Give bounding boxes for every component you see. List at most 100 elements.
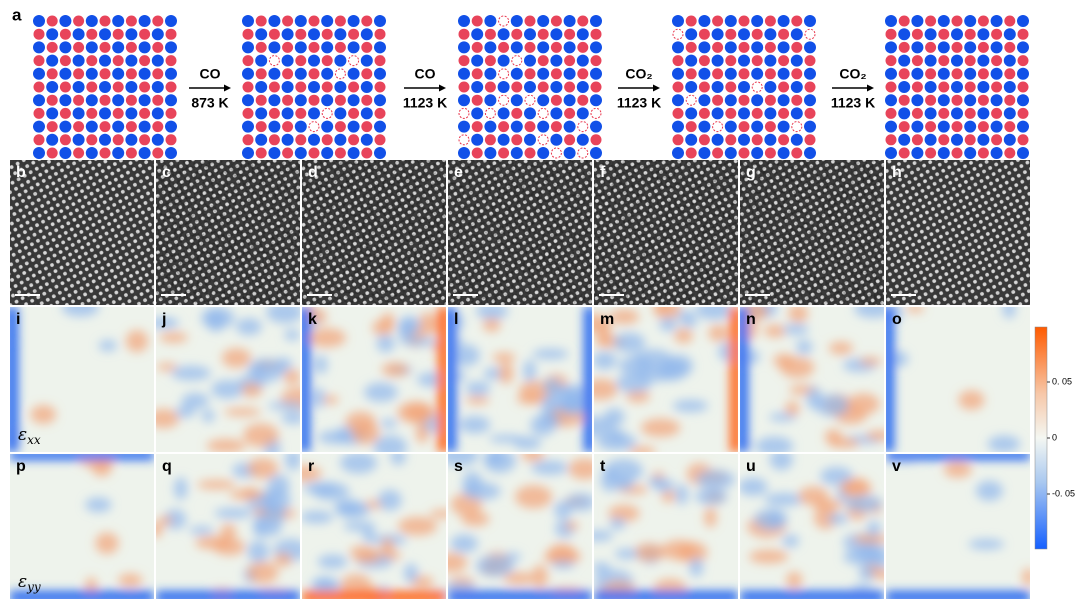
o-atom: [294, 41, 307, 54]
metal-atom: [898, 68, 910, 80]
strain-blob: [362, 528, 375, 544]
strain-blob: [354, 554, 381, 563]
metal-atom: [577, 68, 589, 80]
strain-blob: [372, 319, 394, 336]
metal-atom: [498, 147, 510, 159]
strain-blob: [397, 317, 414, 342]
metal-atom: [295, 134, 307, 146]
o-atom: [59, 147, 72, 159]
strain-blob: [659, 317, 678, 332]
image-panel: [886, 307, 1030, 452]
o-atom: [790, 107, 803, 120]
o-atom: [751, 15, 764, 27]
metal-atom: [86, 28, 98, 40]
image-panel: [886, 160, 1030, 305]
strain-blob: [568, 458, 592, 480]
strain-blob: [653, 307, 669, 312]
o-atom: [484, 15, 497, 27]
o-atom: [125, 81, 138, 93]
edge: [10, 454, 154, 460]
metal-atom: [672, 81, 684, 93]
metal-atom: [361, 121, 373, 133]
o-atom: [911, 15, 924, 27]
metal-atom: [977, 147, 989, 159]
image-panel: [10, 454, 154, 599]
o-atom: [937, 147, 950, 159]
o-atom: [360, 133, 373, 146]
o-atom: [672, 147, 684, 159]
strain-blobs: [156, 307, 300, 452]
strain-blob: [448, 552, 468, 573]
metal-atom: [778, 107, 790, 119]
o-atom: [977, 81, 990, 93]
metal-atom: [33, 134, 45, 146]
metal-atom: [268, 81, 280, 93]
strain-map: [740, 307, 884, 452]
vacancy: [590, 107, 602, 119]
metal-atom: [125, 41, 137, 53]
o-atom: [294, 120, 307, 133]
o-atom: [738, 107, 750, 120]
o-atom: [672, 94, 684, 107]
image-panel: [740, 454, 884, 599]
strain-blobs: [10, 454, 154, 599]
arrow-gas: CO: [200, 66, 221, 82]
o-atom: [751, 94, 764, 107]
panel-label: s: [454, 458, 463, 475]
o-atom: [537, 147, 550, 159]
o-atom: [790, 28, 803, 41]
o-atom: [550, 81, 563, 93]
metal-atom: [977, 15, 989, 27]
metal-atom: [524, 147, 536, 159]
metal-atom: [86, 55, 98, 67]
o-atom: [360, 54, 373, 67]
o-atom: [99, 81, 111, 93]
metal-atom: [564, 107, 576, 119]
metal-atom: [925, 94, 937, 106]
o-atom: [1003, 54, 1016, 67]
metal-atom: [964, 55, 976, 67]
strain-blob: [975, 480, 1003, 501]
strain-blobs: [448, 454, 592, 599]
metal-atom: [471, 121, 483, 133]
o-atom: [242, 15, 254, 27]
o-atom: [125, 54, 138, 67]
o-atom: [951, 28, 963, 41]
o-atom: [937, 120, 950, 133]
metal-atom: [751, 107, 763, 119]
metal-atom: [1004, 147, 1016, 159]
metal-atom: [564, 134, 576, 146]
strain-blob: [156, 521, 163, 538]
metal-atom: [361, 41, 373, 53]
o-atom: [360, 28, 373, 41]
edge: [886, 307, 894, 452]
strain-blob: [513, 436, 542, 450]
lattice: [242, 15, 386, 159]
metal-atom: [964, 134, 976, 146]
o-atom: [138, 67, 151, 80]
o-atom: [990, 94, 1003, 107]
o-atom: [563, 147, 576, 159]
o-atom: [1017, 15, 1029, 27]
o-atom: [334, 28, 347, 41]
vacancy: [712, 121, 724, 133]
o-atom: [990, 67, 1003, 80]
metal-atom: [46, 41, 58, 53]
metal-atom: [46, 147, 58, 159]
metal-atom: [764, 147, 776, 159]
strain-blob: [450, 344, 480, 367]
panel-label: t: [600, 458, 606, 475]
strain-blob: [541, 396, 555, 416]
strain-component: εxx: [18, 425, 41, 447]
metal-atom: [951, 94, 963, 106]
metal-atom: [334, 41, 346, 53]
metal-atom: [242, 107, 254, 119]
strain-blob: [302, 465, 322, 482]
metal-atom: [550, 15, 562, 27]
metal-atom: [804, 134, 816, 146]
o-atom: [1017, 41, 1029, 54]
o-atom: [458, 120, 470, 133]
o-atom: [804, 120, 816, 133]
o-atom: [151, 81, 164, 93]
strain-blob: [247, 540, 269, 563]
